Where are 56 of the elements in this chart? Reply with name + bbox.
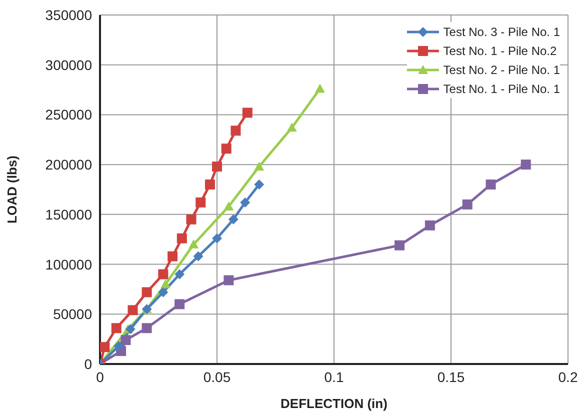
point [128, 305, 138, 316]
point [158, 287, 168, 298]
point [168, 251, 178, 262]
point [424, 220, 435, 230]
legend-label: Test No. 3 - Pile No. 1 [443, 24, 560, 38]
y-tick-label: 150000 [45, 206, 92, 222]
legend-label: Test No. 1 - Pile No.2 [443, 44, 557, 58]
y-tick-label: 100000 [45, 256, 92, 272]
point [224, 201, 234, 210]
point [462, 199, 472, 210]
x-tick-label: 0.1 [324, 368, 344, 385]
point [486, 180, 496, 190]
point [188, 239, 199, 248]
point [212, 162, 222, 172]
x-tick-label: 0 [96, 368, 104, 385]
point [114, 341, 124, 352]
point [314, 84, 325, 93]
x-tick-label: 0.15 [437, 368, 465, 385]
point [230, 126, 241, 136]
point [224, 275, 234, 286]
point [254, 180, 264, 190]
point [240, 197, 250, 208]
y-axis-title: LOAD (lbs) [4, 156, 20, 224]
point [100, 342, 110, 352]
x-tick-label: 0.05 [203, 368, 231, 385]
point [160, 279, 171, 288]
y-tick-label: 200000 [45, 156, 92, 173]
point [221, 144, 232, 154]
point [394, 240, 405, 250]
x-tick-label: 0.2 [558, 368, 578, 385]
point [196, 197, 206, 208]
y-tick-label: 250000 [45, 106, 92, 123]
point [142, 287, 152, 298]
point [120, 335, 131, 346]
y-tick-label: 0 [84, 356, 92, 372]
point [176, 233, 187, 244]
point [204, 180, 215, 190]
point [142, 323, 152, 334]
point [212, 233, 222, 244]
legend-label: Test No. 2 - Pile No. 1 [443, 62, 560, 76]
point [111, 323, 122, 334]
y-tick-label: 300000 [45, 56, 92, 73]
legend-label: Test No. 1 - Pile No. 1 [443, 82, 560, 96]
point [242, 108, 252, 118]
point [254, 162, 264, 171]
point [174, 299, 185, 310]
point [520, 160, 531, 170]
point [193, 251, 204, 262]
y-tick-label: 50000 [53, 306, 92, 322]
point [174, 269, 185, 280]
y-tick-label: 350000 [45, 6, 92, 23]
x-axis-title: DEFLECTION (in) [280, 396, 388, 411]
point [286, 122, 297, 132]
point [186, 214, 196, 224]
point [158, 269, 168, 280]
point [228, 214, 238, 224]
